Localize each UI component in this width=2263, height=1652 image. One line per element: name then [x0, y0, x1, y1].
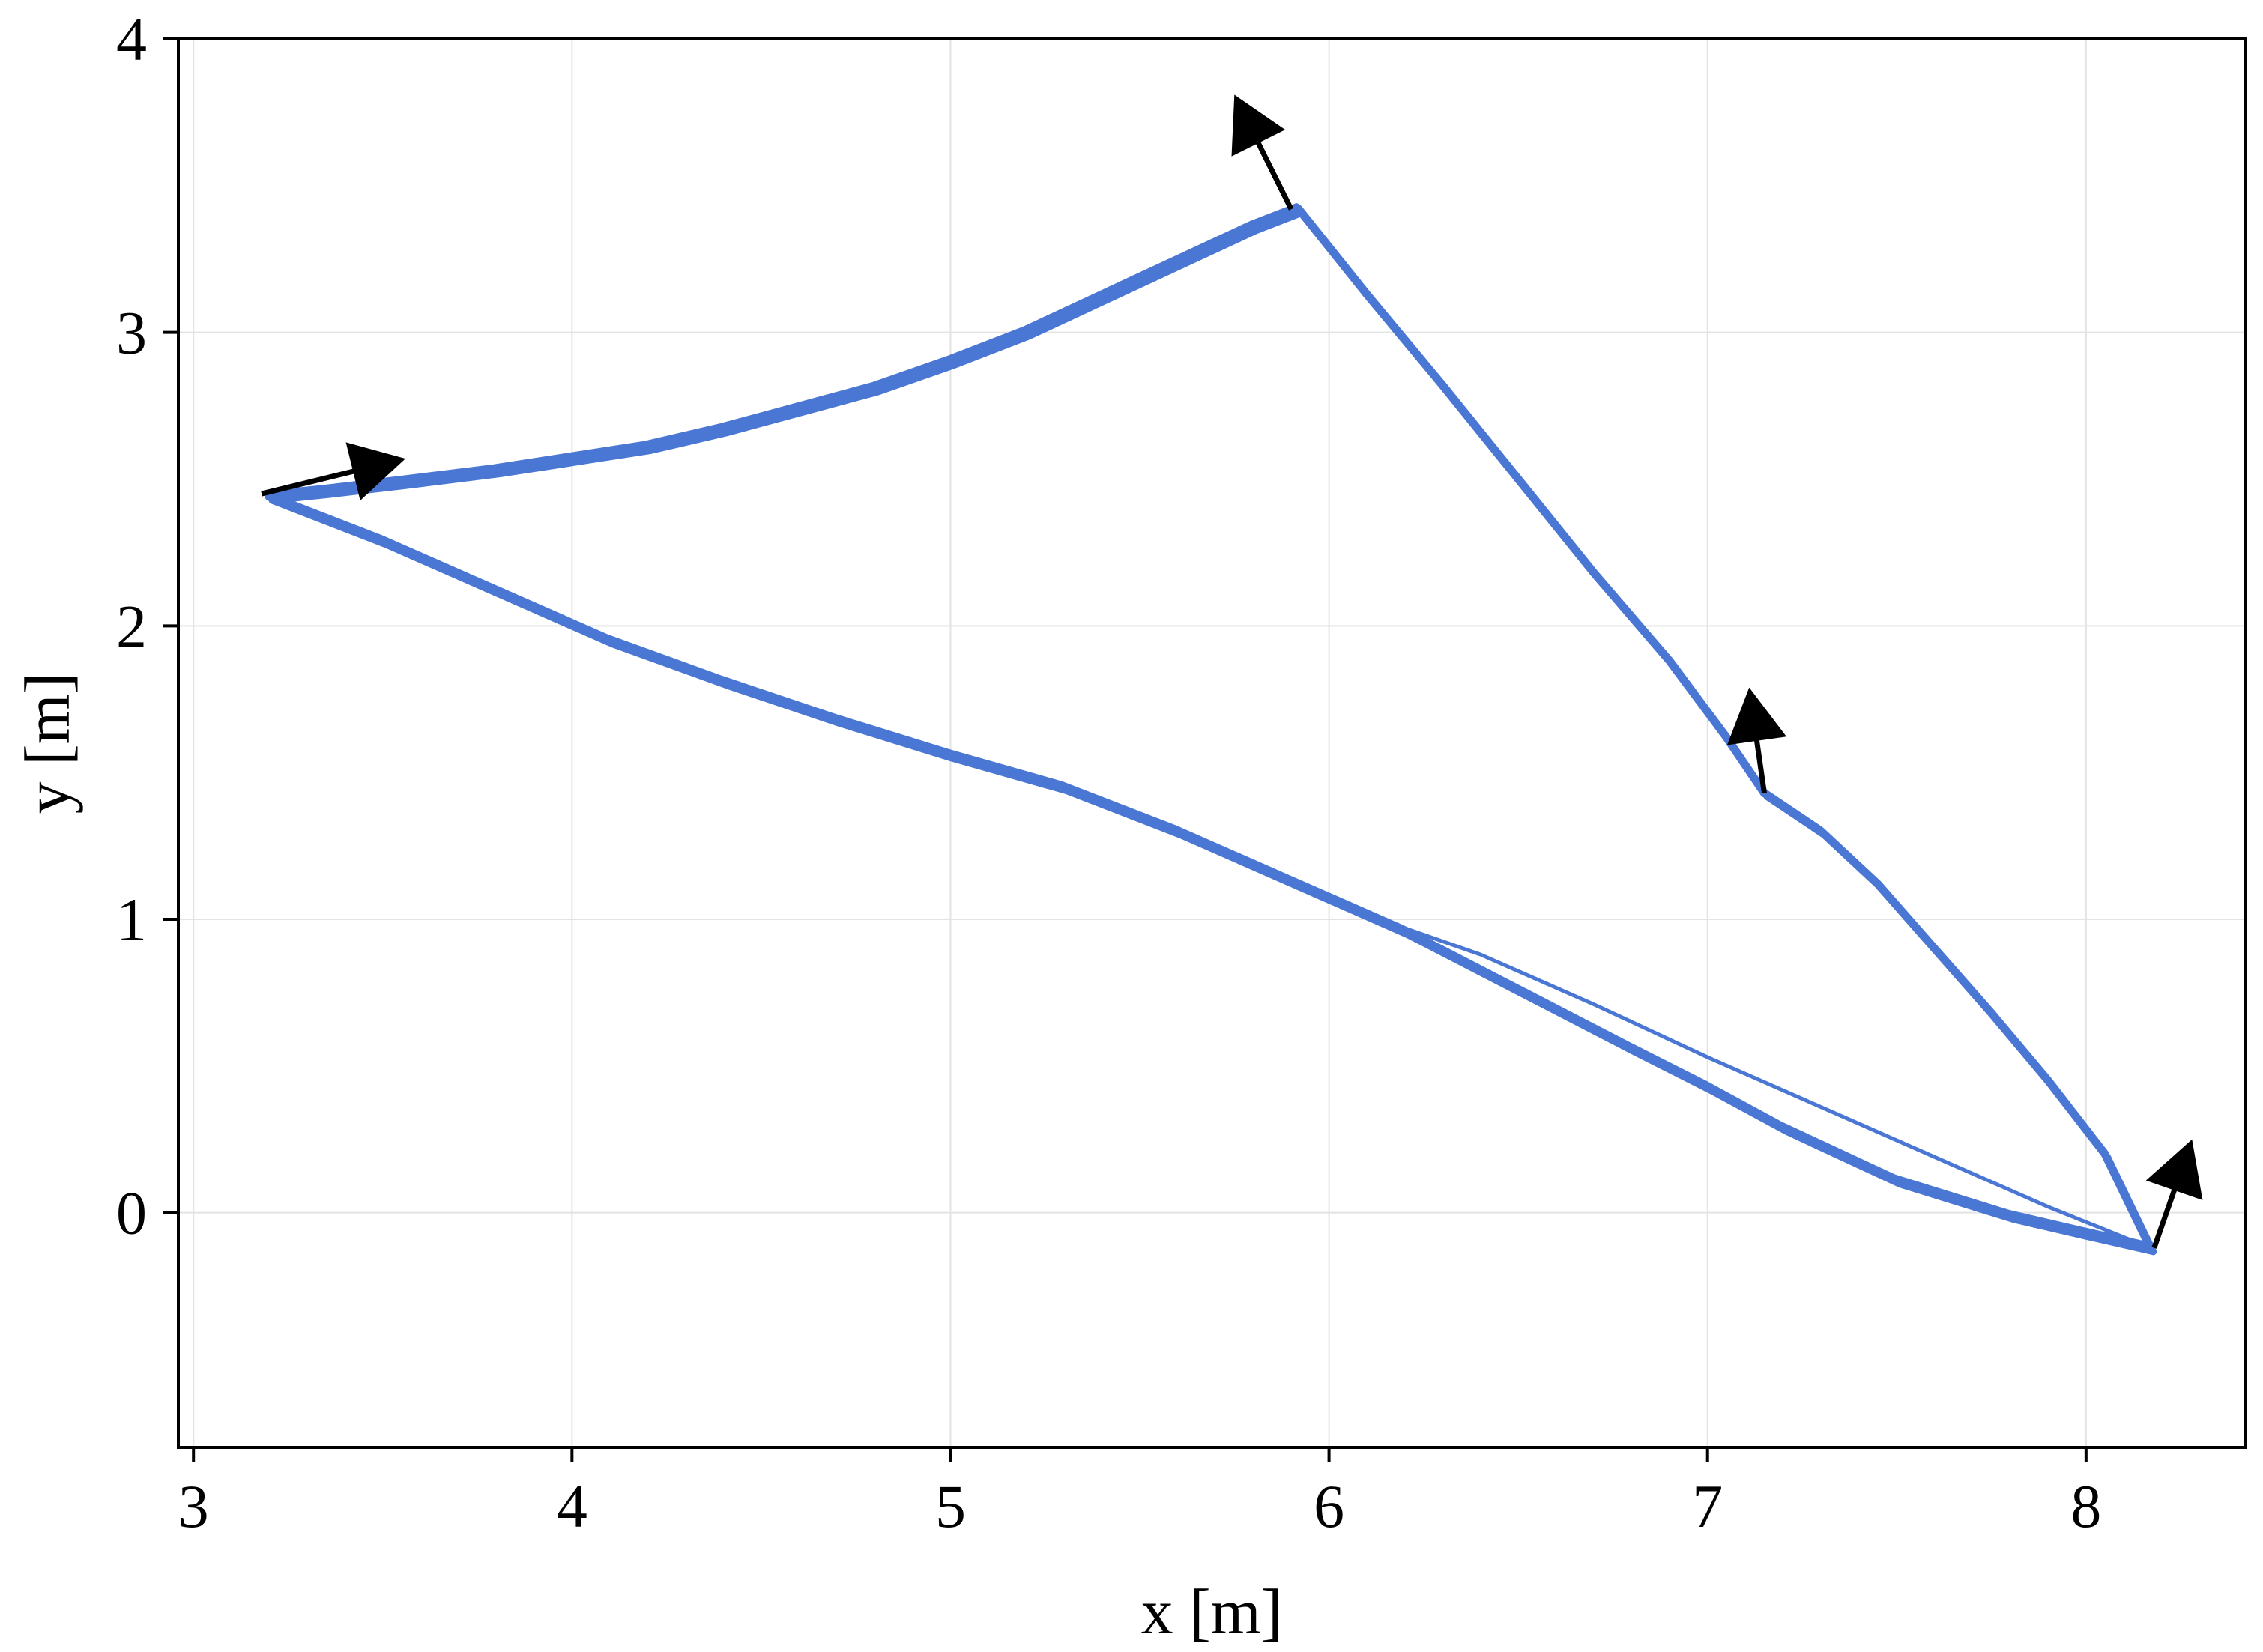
trajectory-line: [265, 205, 1303, 501]
heading-arrow: [1231, 94, 1294, 211]
x-tick-label: 8: [2070, 1472, 2101, 1540]
trajectory-line: [1293, 203, 1765, 793]
heading-arrow-head: [1726, 687, 1787, 745]
heading-arrow-shaft: [1753, 734, 1767, 794]
heading-arrows: [261, 94, 2203, 1249]
heading-arrow: [2145, 1139, 2203, 1249]
axes-frame: [177, 37, 2247, 1449]
x-axis-label: x [m]: [1141, 1576, 1283, 1648]
heading-arrow: [1726, 687, 1787, 794]
trajectory-series: [264, 203, 2157, 1256]
heading-arrow-shaft: [1253, 136, 1294, 211]
y-tick-label: 4: [116, 5, 147, 73]
heading-arrow-shaft: [261, 467, 360, 497]
trajectory-line: [1759, 787, 2151, 1248]
trajectory-line: [264, 203, 1300, 497]
trajectory-line: [1403, 926, 2153, 1250]
y-tick-label: 3: [116, 299, 147, 367]
heading-arrow-head: [1231, 94, 1286, 157]
x-tick-label: 3: [178, 1472, 209, 1540]
y-tick-label: 0: [116, 1179, 147, 1247]
trajectory-line: [1760, 789, 2155, 1253]
trajectory-line: [268, 497, 2157, 1256]
x-tick-label: 7: [1692, 1472, 1723, 1540]
x-tick-label: 6: [1314, 1472, 1344, 1540]
y-tick-label: 1: [116, 886, 147, 954]
y-tick-label: 2: [116, 592, 147, 660]
y-axis-label: y [m]: [11, 673, 83, 814]
trajectory-line: [268, 209, 1305, 504]
heading-arrow-head: [2145, 1139, 2203, 1200]
heading-arrow-head: [345, 442, 406, 501]
x-tick-label: 4: [557, 1472, 587, 1540]
x-tick-label: 5: [935, 1472, 966, 1540]
heading-arrow-shaft: [2151, 1184, 2179, 1249]
axis-ticks: 3 4 5 6 7 8 0 1 2 3 4: [116, 5, 2101, 1540]
heading-arrow: [261, 442, 406, 501]
trajectory-line: [1764, 793, 2157, 1256]
trajectory-line: [264, 491, 2151, 1248]
